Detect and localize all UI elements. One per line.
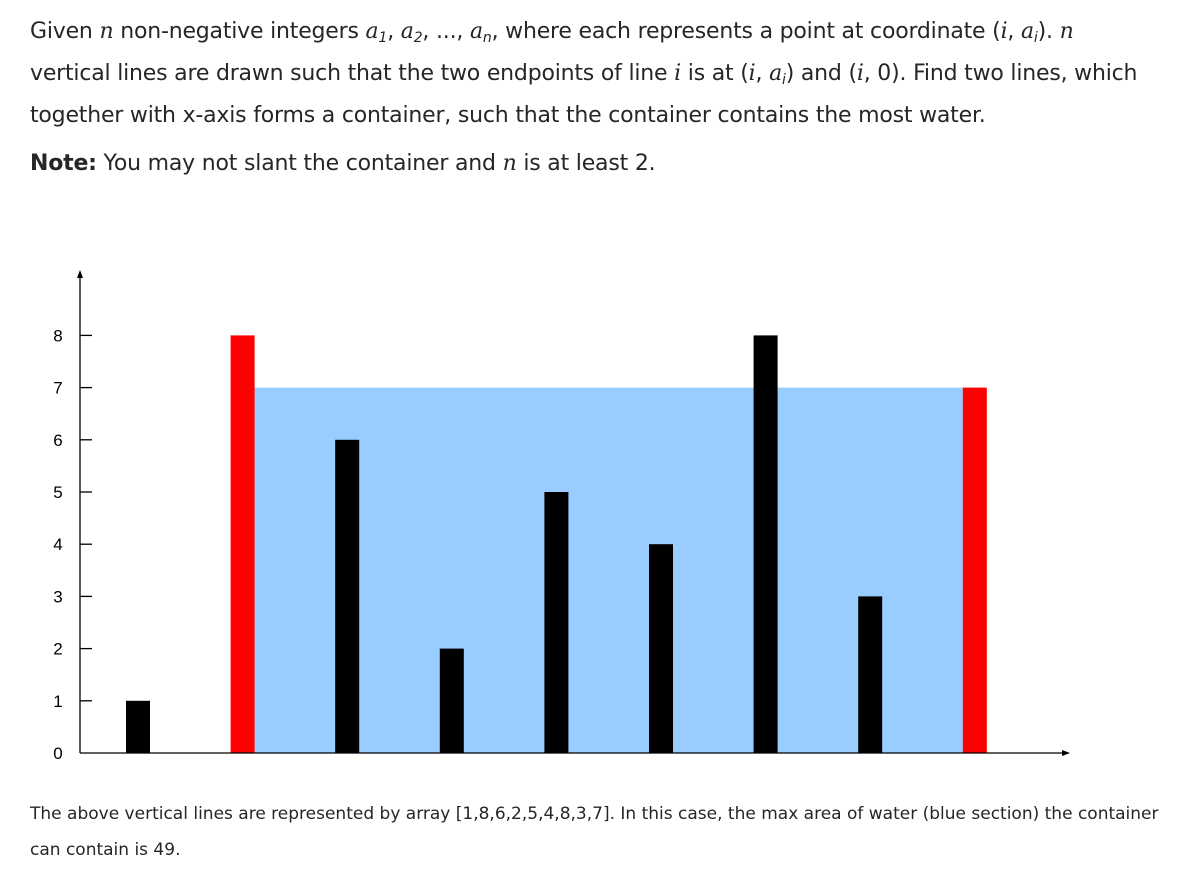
y-tick-label: 5 xyxy=(53,483,62,502)
y-tick-label: 2 xyxy=(53,640,62,659)
var-i: i xyxy=(674,61,681,86)
problem-text: , where each represents a point at coord… xyxy=(491,19,1001,44)
bar xyxy=(335,439,360,753)
x-axis-arrow-icon xyxy=(1062,750,1070,756)
note: Note: You may not slant the container an… xyxy=(30,146,1160,182)
var-n: n xyxy=(1059,19,1074,44)
container-chart: 0 1 2 3 4 5 6 7 8 xyxy=(20,260,1090,770)
bar xyxy=(126,700,150,753)
problem-text: ) and ( xyxy=(785,61,857,86)
subscript: i xyxy=(782,72,786,88)
subscript: 1 xyxy=(378,30,388,46)
highlighted-bar xyxy=(962,387,987,753)
y-tick-label: 4 xyxy=(53,535,62,554)
problem-text: non-negative integers xyxy=(113,19,366,44)
subscript: i xyxy=(1033,30,1038,46)
y-tick-label: 1 xyxy=(53,692,62,711)
problem-text: Given xyxy=(30,19,100,44)
bar xyxy=(858,596,883,753)
var-a: a xyxy=(400,19,414,44)
var-i: i xyxy=(856,61,864,86)
y-axis-arrow-icon xyxy=(77,270,83,278)
note-label: Note: xyxy=(30,151,97,176)
y-tick-label: 8 xyxy=(53,326,62,345)
caption: The above vertical lines are represented… xyxy=(30,804,1159,860)
problem-statement: Given n non-negative integers a1, a2, ..… xyxy=(30,19,1138,128)
problem-text: , xyxy=(755,61,770,86)
var-i: i xyxy=(1000,19,1008,44)
problem-text: , 0). Find two lines, which together wit… xyxy=(30,61,1138,128)
subscript: n xyxy=(482,30,492,46)
var-i: i xyxy=(748,61,756,86)
problem-text: is at ( xyxy=(681,61,749,86)
water-area xyxy=(254,387,963,753)
bar xyxy=(753,335,778,753)
var-a: a xyxy=(1021,19,1034,44)
problem-text: , ..., xyxy=(422,19,464,44)
bar xyxy=(544,492,569,753)
highlighted-bar xyxy=(230,335,255,753)
var-n: n xyxy=(99,19,114,44)
note-text: is at least 2. xyxy=(516,151,656,176)
bar xyxy=(439,648,464,753)
y-tick-label: 0 xyxy=(53,744,62,763)
problem-text: ). xyxy=(1037,19,1060,44)
subscript: 2 xyxy=(413,30,423,46)
y-tick-label: 3 xyxy=(53,587,62,606)
var-n: n xyxy=(502,151,517,176)
var-a: a xyxy=(769,61,783,86)
chart-svg: 0 1 2 3 4 5 6 7 8 xyxy=(53,270,1070,763)
problem-text: , xyxy=(1007,19,1021,44)
y-tick-label: 6 xyxy=(53,431,62,450)
var-a: a xyxy=(469,19,483,44)
bar xyxy=(649,544,673,753)
y-tick-label: 7 xyxy=(53,379,62,398)
problem-text: vertical lines are drawn such that the t… xyxy=(30,61,675,86)
note-text: You may not slant the container and xyxy=(96,151,503,176)
var-a: a xyxy=(365,19,379,44)
